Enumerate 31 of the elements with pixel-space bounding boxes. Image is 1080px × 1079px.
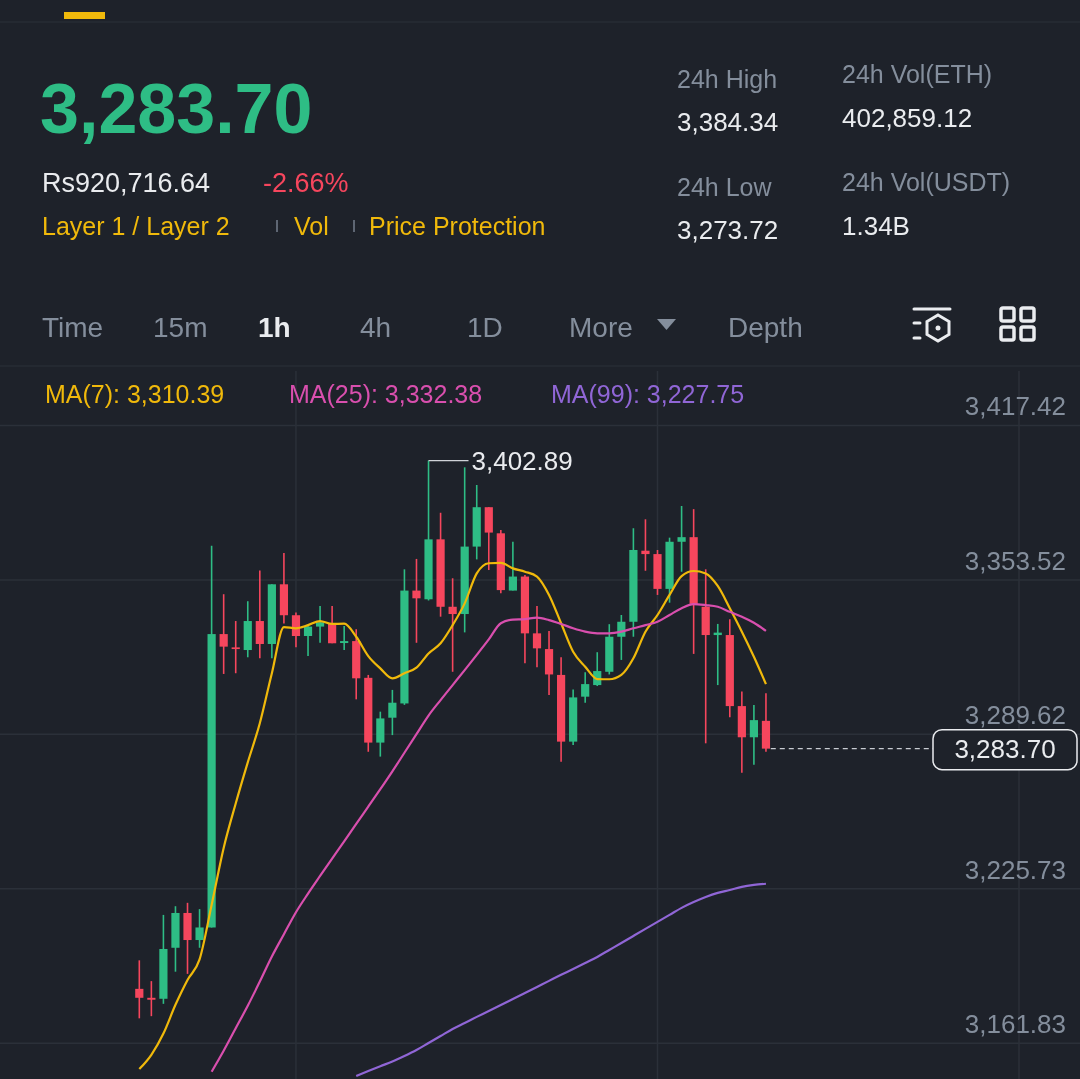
text: 4h (360, 312, 392, 343)
text: Layer 1 / Layer 2 (42, 212, 230, 240)
text: 3,273.72 (677, 215, 779, 245)
text: 15m (153, 312, 208, 343)
text: Depth (728, 312, 803, 343)
text: 24h Low (677, 173, 773, 201)
y-tick-label: 3,353.52 (964, 545, 1066, 576)
annotation: 3,402.89 (471, 445, 573, 476)
text: Vol (294, 212, 329, 240)
text: MA(25): 3,332.38 (289, 380, 483, 408)
text: 24h High (677, 65, 778, 93)
y-tick-label: 3,289.62 (964, 700, 1066, 731)
chart-title: 3,283.70 (40, 70, 313, 148)
y-tick-label: 3,417.42 (964, 391, 1066, 422)
text: 1.34B (842, 211, 910, 241)
text: 24h Vol(ETH) (842, 60, 993, 88)
text: -2.66% (263, 168, 349, 198)
text: MA(99): 3,227.75 (551, 380, 745, 408)
text: Price Protection (369, 212, 546, 240)
text: 3,384.34 (677, 107, 779, 137)
text: 402,859.12 (842, 103, 973, 133)
text: MA(7): 3,310.39 (45, 380, 225, 408)
ref-line-label: 3,283.70 (954, 733, 1056, 764)
y-tick-label: 3,225.73 (964, 854, 1066, 885)
text: 24h Vol(USDT) (842, 168, 1011, 196)
text: 1h (258, 312, 291, 343)
text: 1D (467, 312, 503, 343)
text: Time (42, 312, 104, 343)
y-tick-label: 3,161.83 (964, 1009, 1066, 1040)
text: Rs920,716.64 (42, 168, 211, 198)
text: More (569, 312, 633, 343)
